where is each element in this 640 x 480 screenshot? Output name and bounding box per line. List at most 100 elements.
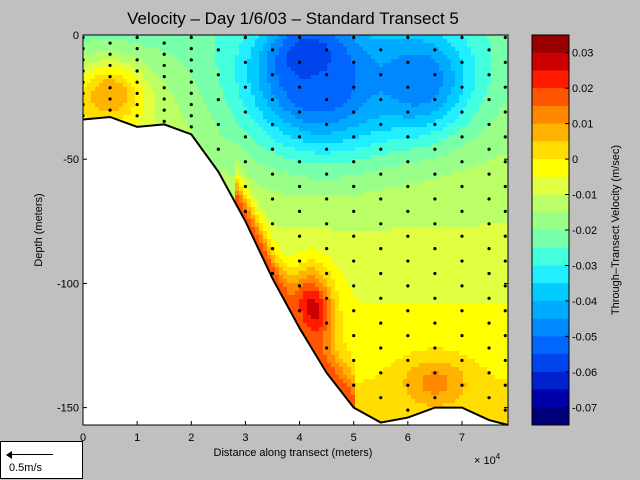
contour-cell	[271, 83, 276, 88]
contour-cell	[207, 119, 212, 124]
contour-cell	[279, 215, 284, 220]
contour-cell	[255, 183, 260, 188]
contour-cell	[155, 35, 160, 40]
contour-cell	[219, 167, 224, 172]
contour-cell	[203, 147, 208, 152]
contour-cell	[191, 79, 196, 84]
contour-cell	[227, 171, 232, 176]
contour-cell	[179, 99, 184, 104]
contour-cell	[123, 115, 128, 120]
contour-cell	[255, 199, 260, 204]
contour-cell	[267, 259, 272, 264]
contour-cell	[95, 67, 100, 72]
contour-cell	[139, 79, 144, 84]
contour-cell	[219, 43, 224, 48]
contour-cell	[171, 95, 176, 100]
contour-cell	[223, 51, 228, 56]
contour-cell	[275, 35, 280, 40]
contour-cell	[223, 175, 228, 180]
contour-cell	[279, 279, 284, 284]
contour-cell	[247, 147, 252, 152]
contour-cell	[183, 111, 188, 116]
contour-cell	[159, 75, 164, 80]
contour-cell	[267, 255, 272, 260]
contour-cell	[175, 103, 180, 108]
contour-cell	[203, 55, 208, 60]
contour-cell	[227, 79, 232, 84]
contour-cell	[199, 135, 204, 140]
contour-cell	[263, 115, 268, 120]
contour-cell	[111, 67, 116, 72]
contour-cell	[263, 211, 268, 216]
contour-cell	[191, 111, 196, 116]
contour-cell	[283, 247, 288, 252]
contour-cell	[191, 51, 196, 56]
contour-cell	[143, 91, 148, 96]
contour-cell	[171, 71, 176, 76]
contour-cell	[251, 227, 256, 232]
contour-cell	[123, 71, 128, 76]
contour-cell	[275, 143, 280, 148]
contour-cell	[83, 67, 88, 72]
contour-cell	[251, 59, 256, 64]
contour-cell	[199, 35, 204, 40]
contour-cell	[179, 115, 184, 120]
contour-cell	[275, 179, 280, 184]
contour-cell	[91, 111, 96, 116]
contour-cell	[275, 119, 280, 124]
contour-cell	[263, 43, 268, 48]
contour-cell	[199, 83, 204, 88]
contour-cell	[279, 75, 284, 80]
contour-cell	[251, 35, 256, 40]
contour-cell	[139, 55, 144, 60]
contour-cell	[223, 83, 228, 88]
contour-cell	[267, 151, 272, 156]
contour-cell	[283, 251, 288, 256]
contour-cell	[231, 71, 236, 76]
contour-cell	[247, 115, 252, 120]
contour-cell	[191, 55, 196, 60]
contour-cell	[235, 67, 240, 72]
contour-cell	[219, 63, 224, 68]
contour-cell	[115, 35, 120, 40]
contour-cell	[211, 99, 216, 104]
contour-cell	[283, 223, 288, 228]
contour-cell	[243, 167, 248, 172]
contour-cell	[231, 87, 236, 92]
contour-cell	[123, 51, 128, 56]
contour-cell	[159, 103, 164, 108]
contour-cell	[139, 91, 144, 96]
contour-cell	[263, 91, 268, 96]
contour-cell	[255, 59, 260, 64]
contour-cell	[211, 111, 216, 116]
contour-cell	[247, 83, 252, 88]
contour-cell	[159, 51, 164, 56]
contour-cell	[251, 107, 256, 112]
contour-cell	[239, 203, 244, 208]
contour-cell	[127, 111, 132, 116]
contour-cell	[187, 47, 192, 52]
contour-cell	[143, 35, 148, 40]
contour-cell	[239, 123, 244, 128]
contour-cell	[275, 123, 280, 128]
contour-cell	[207, 91, 212, 96]
contour-cell	[215, 35, 220, 40]
contour-cell	[275, 91, 280, 96]
contour-cell	[207, 71, 212, 76]
contour-cell	[119, 71, 124, 76]
contour-cell	[155, 87, 160, 92]
contour-cell	[275, 107, 280, 112]
contour-cell	[167, 107, 172, 112]
contour-cell	[231, 91, 236, 96]
contour-cell	[247, 223, 252, 228]
contour-cell	[243, 215, 248, 220]
contour-cell	[127, 55, 132, 60]
contour-cell	[235, 79, 240, 84]
contour-cell	[231, 179, 236, 184]
contour-cell	[279, 55, 284, 60]
contour-cell	[243, 211, 248, 216]
contour-cell	[275, 103, 280, 108]
contour-cell	[275, 211, 280, 216]
contour-cell	[283, 195, 288, 200]
contour-cell	[247, 63, 252, 68]
